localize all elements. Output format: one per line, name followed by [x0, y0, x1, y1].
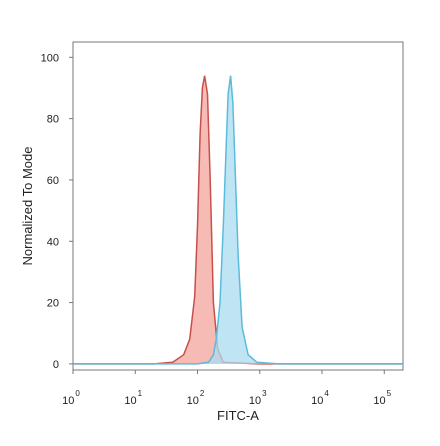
- y-tick-label: 60: [47, 175, 59, 187]
- y-tick-label: 20: [47, 298, 59, 310]
- y-tick-label: 40: [47, 236, 59, 248]
- x-tick-label: 105: [373, 389, 391, 407]
- x-tick-label: 101: [124, 389, 142, 407]
- y-tick-label: 100: [41, 52, 59, 64]
- y-axis: 0 20 40 60 80 100: [41, 52, 73, 371]
- x-tick-label: 104: [311, 389, 329, 407]
- series-2-area: [73, 75, 403, 364]
- x-axis: 100 101 102 103 104 105: [62, 370, 392, 407]
- x-tick-label: 102: [187, 389, 205, 407]
- x-axis-title: FITC-A: [217, 408, 259, 423]
- y-tick-label: 80: [47, 114, 59, 126]
- series-2-line: [73, 75, 403, 365]
- plot-frame: [72, 41, 404, 371]
- y-axis-title: Normalized To Mode: [20, 147, 35, 266]
- x-tick-label: 100: [62, 389, 80, 407]
- series-layer: [73, 75, 403, 365]
- y-tick-label: 0: [53, 359, 59, 371]
- x-tick-label: 103: [249, 389, 267, 407]
